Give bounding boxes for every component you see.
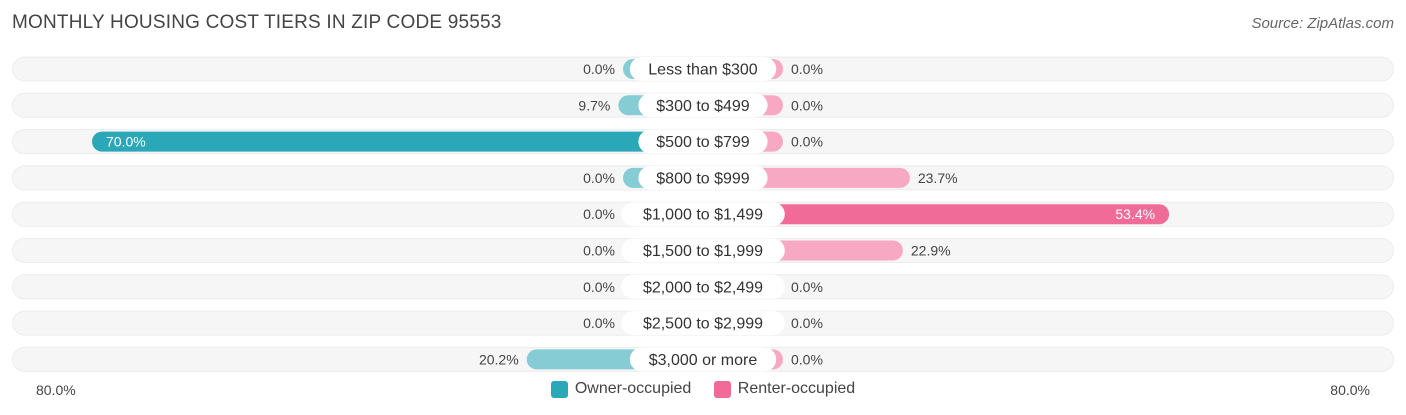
renter-value-label: 0.0% xyxy=(791,134,823,150)
legend-label-renter: Renter-occupied xyxy=(737,380,856,397)
owner-value-label: 0.0% xyxy=(583,170,615,186)
category-label: $300 to $499 xyxy=(656,98,750,115)
chart-legend: Owner-occupied Renter-occupied xyxy=(0,380,1406,403)
axis-left-label: 80.0% xyxy=(36,382,76,398)
renter-value-label: 0.0% xyxy=(791,61,823,77)
category-label: $1,000 to $1,499 xyxy=(643,207,763,224)
owner-value-label: 0.0% xyxy=(583,243,615,259)
category-pill xyxy=(629,347,777,372)
legend-item-owner: Owner-occupied xyxy=(550,380,692,398)
renter-value-label: 23.7% xyxy=(918,170,958,186)
category-pill xyxy=(638,93,768,118)
chart-title: MONTHLY HOUSING COST TIERS IN ZIP CODE 9… xyxy=(12,12,502,33)
renter-value-label: 0.0% xyxy=(791,279,823,295)
renter-value-label: 0.0% xyxy=(791,351,823,367)
owner-value-label: 20.2% xyxy=(479,351,519,367)
legend-label-owner: Owner-occupied xyxy=(574,380,692,397)
category-label: $2,500 to $2,999 xyxy=(643,316,763,333)
category-pill xyxy=(621,238,785,263)
chart-source: Source: ZipAtlas.com xyxy=(1251,15,1394,32)
renter-value-label: 53.4% xyxy=(1115,206,1155,222)
owner-value-label: 0.0% xyxy=(583,279,615,295)
category-pill xyxy=(621,274,785,299)
owner-value-label: 9.7% xyxy=(578,97,610,113)
category-label: $500 to $799 xyxy=(656,134,750,151)
category-label: Less than $300 xyxy=(648,62,758,79)
legend-item-renter: Renter-occupied xyxy=(713,380,856,398)
renter-value-label: 0.0% xyxy=(791,315,823,331)
renter-value-label: 22.9% xyxy=(911,243,951,259)
renter-value-label: 0.0% xyxy=(791,97,823,113)
category-pill xyxy=(621,202,785,227)
axis-right-label: 80.0% xyxy=(1330,382,1370,398)
category-pill xyxy=(629,57,777,81)
owner-value-label: 0.0% xyxy=(583,206,615,222)
category-label: $3,000 or more xyxy=(649,352,758,369)
category-pill xyxy=(621,311,785,336)
category-label: $800 to $999 xyxy=(656,170,750,187)
legend-swatch-owner xyxy=(550,380,568,398)
owner-value-label: 70.0% xyxy=(106,134,146,150)
renter-bar xyxy=(693,204,1170,225)
owner-value-label: 0.0% xyxy=(583,61,615,77)
owner-value-label: 0.0% xyxy=(583,315,615,331)
legend-swatch-renter xyxy=(713,380,731,398)
owner-bar xyxy=(92,131,713,152)
chart-plot: Less than $300 0.0% 0.0% $300 to $499 9.7% 0.… xyxy=(12,56,1394,372)
category-label: $2,000 to $2,499 xyxy=(643,279,763,296)
category-pill xyxy=(638,129,768,154)
category-label: $1,500 to $1,999 xyxy=(643,243,763,260)
category-pill xyxy=(638,165,768,190)
